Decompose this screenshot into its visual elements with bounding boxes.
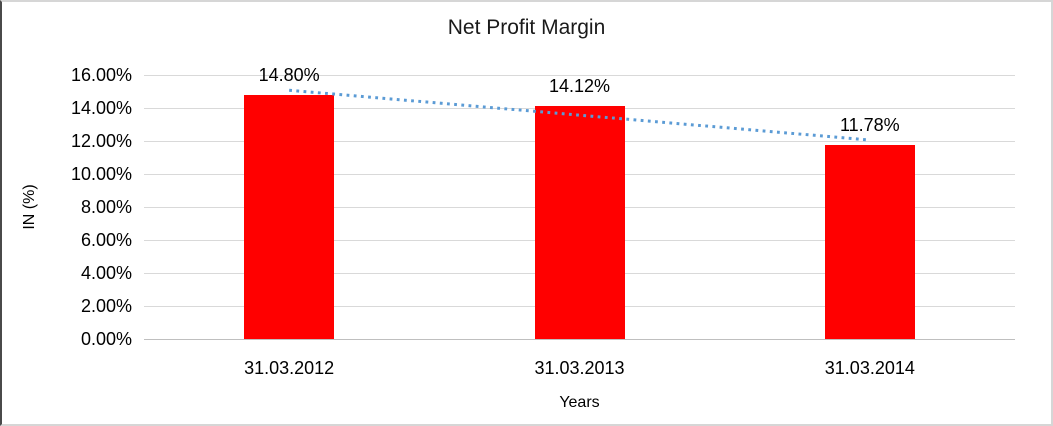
y-axis-tick-label: 14.00% (70, 98, 132, 118)
y-axis-tick-label: 4.00% (80, 263, 132, 283)
bar (534, 106, 625, 339)
bar-data-label: 14.80% (258, 64, 320, 85)
y-axis-tick-label: 6.00% (80, 230, 132, 250)
x-axis-line (144, 339, 1015, 340)
gridline (144, 75, 1015, 76)
x-axis-tick-label: 31.03.2013 (534, 358, 625, 378)
y-axis-tick-label: 16.00% (70, 65, 132, 85)
y-axis-tick-label: 12.00% (70, 131, 132, 151)
x-axis-tick-label: 31.03.2012 (244, 358, 335, 378)
bar-data-label: 14.12% (548, 76, 611, 97)
chart-title: Net Profit Margin (447, 16, 606, 39)
bar (824, 144, 915, 339)
x-axis-tick-label: 31.03.2014 (824, 358, 915, 378)
y-axis-tick-label: 2.00% (80, 296, 132, 316)
y-axis-tick-label: 8.00% (80, 197, 132, 217)
y-axis-tick-label: 10.00% (70, 164, 132, 184)
bar-data-label: 11.78% (839, 114, 900, 135)
bar (244, 94, 335, 339)
y-axis-tick-label: 0.00% (80, 329, 132, 349)
x-axis-title: Years (559, 394, 600, 411)
